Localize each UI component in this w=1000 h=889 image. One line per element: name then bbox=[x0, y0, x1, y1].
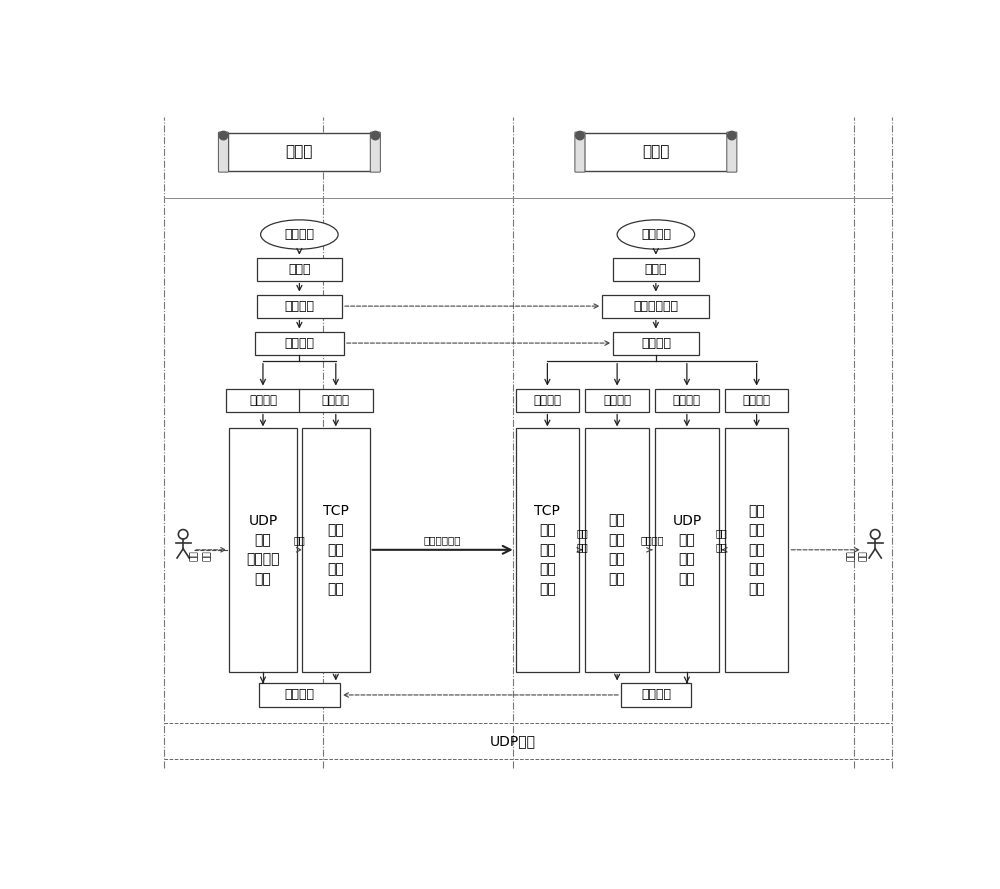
FancyBboxPatch shape bbox=[229, 428, 297, 672]
FancyBboxPatch shape bbox=[257, 258, 342, 281]
Text: 控制命令: 控制命令 bbox=[640, 535, 664, 545]
Circle shape bbox=[728, 132, 736, 140]
FancyBboxPatch shape bbox=[655, 428, 719, 672]
FancyBboxPatch shape bbox=[727, 132, 737, 172]
Ellipse shape bbox=[261, 220, 338, 249]
Text: 控制服务: 控制服务 bbox=[249, 394, 277, 406]
Text: 控制: 控制 bbox=[294, 535, 305, 545]
Text: 声卡
播放
音频
数据: 声卡 播放 音频 数据 bbox=[609, 514, 626, 586]
FancyBboxPatch shape bbox=[218, 132, 228, 172]
Text: 连接音算: 连接音算 bbox=[284, 337, 314, 349]
FancyBboxPatch shape bbox=[516, 388, 579, 412]
Text: 控制
反馈: 控制 反馈 bbox=[716, 528, 728, 552]
Text: 初始化: 初始化 bbox=[645, 262, 667, 276]
Text: UDP
处理
控制命令
消息: UDP 处理 控制命令 消息 bbox=[246, 514, 280, 586]
Text: 控制线程: 控制线程 bbox=[743, 394, 771, 406]
Circle shape bbox=[219, 132, 228, 140]
FancyBboxPatch shape bbox=[655, 388, 719, 412]
Text: 心跳同步: 心跳同步 bbox=[641, 688, 671, 701]
FancyBboxPatch shape bbox=[255, 332, 344, 355]
FancyBboxPatch shape bbox=[602, 294, 709, 317]
FancyBboxPatch shape bbox=[226, 388, 300, 412]
Ellipse shape bbox=[617, 220, 695, 249]
FancyBboxPatch shape bbox=[299, 388, 373, 412]
FancyBboxPatch shape bbox=[516, 428, 579, 672]
FancyBboxPatch shape bbox=[585, 428, 649, 672]
FancyBboxPatch shape bbox=[613, 258, 698, 281]
FancyBboxPatch shape bbox=[257, 294, 342, 317]
Text: 初始化: 初始化 bbox=[288, 262, 311, 276]
FancyBboxPatch shape bbox=[228, 132, 371, 172]
FancyBboxPatch shape bbox=[370, 132, 380, 172]
FancyBboxPatch shape bbox=[302, 428, 370, 672]
Text: 广播搜索: 广播搜索 bbox=[284, 300, 314, 313]
Text: 交互线程: 交互线程 bbox=[673, 394, 701, 406]
Text: 用户
操作: 用户 操作 bbox=[190, 550, 212, 561]
Text: 播放线程: 播放线程 bbox=[603, 394, 631, 406]
FancyBboxPatch shape bbox=[584, 132, 728, 172]
FancyBboxPatch shape bbox=[585, 388, 649, 412]
Text: UDP
发送
接收
服务: UDP 发送 接收 服务 bbox=[672, 514, 702, 586]
Text: 软件启动: 软件启动 bbox=[284, 228, 314, 241]
Text: 传输服务: 传输服务 bbox=[322, 394, 350, 406]
Text: 音频数据传输: 音频数据传输 bbox=[424, 535, 461, 545]
FancyBboxPatch shape bbox=[259, 684, 340, 707]
FancyBboxPatch shape bbox=[621, 684, 691, 707]
Text: 连接成功: 连接成功 bbox=[641, 337, 671, 349]
Circle shape bbox=[576, 132, 584, 140]
Circle shape bbox=[371, 132, 380, 140]
Text: 开机启动: 开机启动 bbox=[641, 228, 671, 241]
FancyBboxPatch shape bbox=[725, 428, 788, 672]
FancyBboxPatch shape bbox=[613, 332, 698, 355]
FancyBboxPatch shape bbox=[725, 388, 788, 412]
Text: 用户
操作: 用户 操作 bbox=[847, 550, 868, 561]
Text: TCP
接收
音频
解码
数据: TCP 接收 音频 解码 数据 bbox=[534, 504, 560, 596]
Text: 心跳同步: 心跳同步 bbox=[284, 688, 314, 701]
Text: UDP通信: UDP通信 bbox=[490, 734, 536, 749]
Text: 接收线程: 接收线程 bbox=[533, 394, 561, 406]
Text: TCP
传输
音频
解码
数据: TCP 传输 音频 解码 数据 bbox=[323, 504, 349, 596]
Text: 响应广播消息: 响应广播消息 bbox=[633, 300, 678, 313]
FancyBboxPatch shape bbox=[575, 132, 585, 172]
Text: 音频
数据: 音频 数据 bbox=[576, 528, 588, 552]
Text: 串口
按键
控制
信息
响应: 串口 按键 控制 信息 响应 bbox=[748, 504, 765, 596]
Text: 发送端: 发送端 bbox=[286, 145, 313, 160]
Text: 接收端: 接收端 bbox=[642, 145, 670, 160]
